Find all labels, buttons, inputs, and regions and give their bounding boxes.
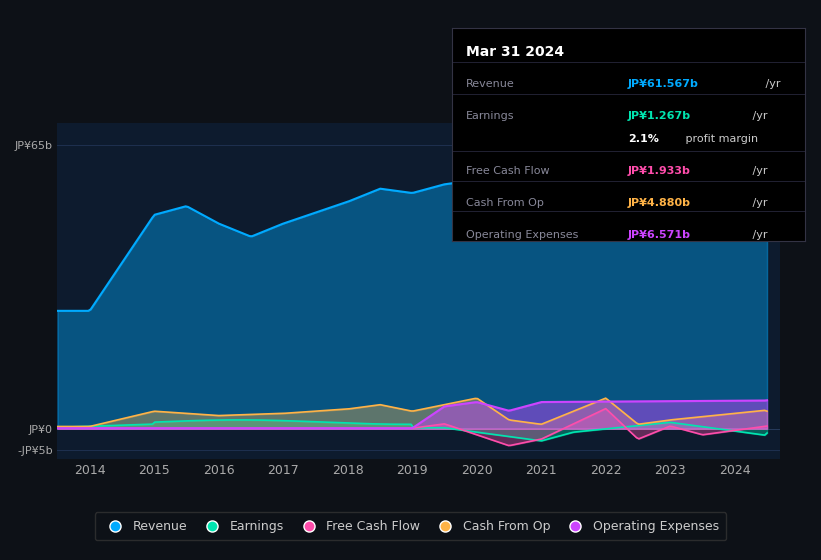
Text: Cash From Op: Cash From Op xyxy=(466,198,544,208)
Text: profit margin: profit margin xyxy=(681,134,758,144)
Legend: Revenue, Earnings, Free Cash Flow, Cash From Op, Operating Expenses: Revenue, Earnings, Free Cash Flow, Cash … xyxy=(94,512,727,540)
Text: /yr: /yr xyxy=(749,198,768,208)
Text: /yr: /yr xyxy=(749,111,768,121)
Text: Mar 31 2024: Mar 31 2024 xyxy=(466,45,564,59)
Text: 2.1%: 2.1% xyxy=(628,134,659,144)
Text: /yr: /yr xyxy=(749,166,768,176)
Text: Operating Expenses: Operating Expenses xyxy=(466,230,578,240)
Text: JP¥1.933b: JP¥1.933b xyxy=(628,166,691,176)
Text: Free Cash Flow: Free Cash Flow xyxy=(466,166,549,176)
Text: /yr: /yr xyxy=(749,230,768,240)
Text: /yr: /yr xyxy=(762,79,781,89)
Text: Earnings: Earnings xyxy=(466,111,514,121)
Text: JP¥6.571b: JP¥6.571b xyxy=(628,230,691,240)
Text: Revenue: Revenue xyxy=(466,79,515,89)
Text: JP¥61.567b: JP¥61.567b xyxy=(628,79,699,89)
Text: JP¥4.880b: JP¥4.880b xyxy=(628,198,691,208)
Text: JP¥1.267b: JP¥1.267b xyxy=(628,111,691,121)
